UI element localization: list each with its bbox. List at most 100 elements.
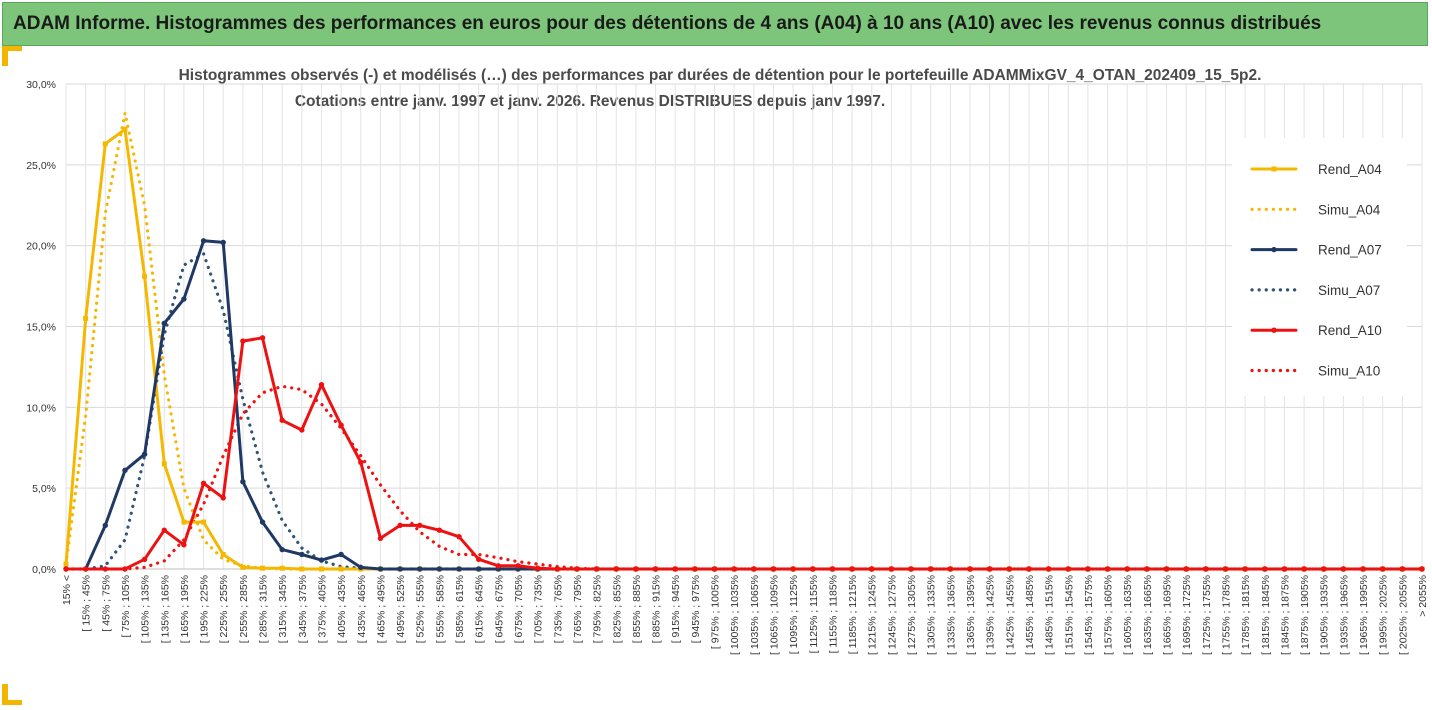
- point-rend_a07: [358, 564, 364, 571]
- x-tick-label: [ 1605% ; 1635%: [1122, 575, 1134, 655]
- point-rend_a10: [1321, 566, 1327, 572]
- x-tick-label: [ 615% ; 645%: [474, 575, 486, 643]
- point-rend_a10: [377, 535, 384, 541]
- x-tick-label: [ 345% ; 375%: [297, 575, 309, 643]
- legend-marker: [1271, 327, 1277, 333]
- x-tick-label: [ 795% ; 825%: [592, 575, 604, 643]
- point-rend_a07: [377, 566, 384, 572]
- point-rend_a07: [141, 451, 148, 457]
- x-tick-label: [ 555% ; 585%: [434, 575, 446, 643]
- x-tick-label: [ 1125% ; 1155%: [808, 575, 820, 653]
- x-tick-label: [ 1785% ; 1815%: [1240, 575, 1252, 655]
- point-rend_a10: [810, 566, 816, 572]
- x-tick-label: [ 975% ; 1005%: [710, 575, 722, 649]
- point-rend_a10: [1026, 566, 1032, 572]
- x-tick-label: [ 1455% ; 1485%: [1024, 575, 1036, 655]
- point-rend_a04: [83, 315, 89, 321]
- point-rend_a10: [534, 565, 541, 571]
- x-tick-label: [ 945% ; 975%: [690, 575, 702, 643]
- report-title: ADAM Informe. Histogrammes des performan…: [13, 13, 1322, 34]
- x-tick-label: [ 135% ; 165%: [159, 575, 171, 643]
- point-rend_a10: [849, 566, 855, 572]
- point-rend_a10: [947, 566, 954, 572]
- report-banner: ADAM Informe. Histogrammes des performan…: [2, 2, 1428, 46]
- corner-accent-top: [2, 46, 8, 66]
- x-tick-label: [ 405% ; 435%: [336, 575, 348, 643]
- x-tick-label: [ 1635% ; 1665%: [1142, 575, 1154, 655]
- x-tick-label: [ 1365% ; 1395%: [965, 575, 977, 655]
- corner-accent-bottom-h: [2, 700, 22, 705]
- point-rend_a07: [397, 566, 403, 572]
- corner-accent-bottom: [2, 684, 8, 704]
- point-rend_a10: [1085, 566, 1091, 572]
- x-tick-label: [ 645% ; 675%: [493, 575, 505, 643]
- point-rend_a10: [613, 566, 619, 572]
- x-tick-label: [ 1545% ; 1575%: [1083, 575, 1095, 655]
- point-rend_a10: [161, 527, 167, 533]
- legend-label-simu_a04: Simu_A04: [1318, 202, 1381, 217]
- point-rend_a10: [1242, 566, 1248, 572]
- point-rend_a10: [1281, 566, 1288, 572]
- point-rend_a04: [220, 551, 226, 557]
- x-tick-label: [ 1305% ; 1335%: [926, 575, 938, 655]
- x-tick-label: [ 225% ; 255%: [218, 575, 230, 643]
- x-tick-label: [ 885% ; 915%: [651, 575, 663, 643]
- y-tick-label: 0,0%: [32, 564, 56, 576]
- x-tick-label: [ 495% ; 525%: [395, 575, 407, 643]
- point-rend_a10: [181, 542, 187, 548]
- point-rend_a10: [1104, 566, 1111, 572]
- point-rend_a10: [122, 566, 128, 572]
- x-tick-label: [ 165% ; 195%: [179, 575, 191, 643]
- x-tick-label: [ 855% ; 885%: [631, 575, 643, 643]
- point-rend_a04: [122, 126, 128, 132]
- x-tick-label: [ 1935% ; 1965%: [1338, 575, 1350, 655]
- point-rend_a07: [338, 551, 344, 558]
- point-rend_a04: [63, 561, 69, 567]
- point-rend_a10: [1203, 566, 1209, 572]
- point-rend_a10: [888, 566, 895, 572]
- point-rend_a10: [299, 427, 305, 433]
- point-rend_a10: [417, 522, 423, 529]
- x-tick-label: [ 1875% ; 1905%: [1299, 575, 1311, 655]
- point-rend_a07: [299, 551, 305, 558]
- x-tick-label: [ 1995% ; 2025%: [1378, 575, 1390, 655]
- x-tick-label: [ 1905% ; 1935%: [1319, 575, 1331, 655]
- x-tick-label: [ 915% ; 945%: [670, 575, 682, 643]
- point-rend_a07: [161, 320, 167, 326]
- point-rend_a10: [1183, 566, 1189, 572]
- legend-label-simu_a10: Simu_A10: [1318, 364, 1380, 379]
- x-tick-label: > 2055%: [1417, 575, 1429, 617]
- x-tick-label: [ 15% ; 45%: [81, 575, 93, 632]
- point-rend_a10: [829, 566, 836, 572]
- point-rend_a10: [397, 522, 403, 529]
- point-rend_a10: [1379, 566, 1386, 572]
- point-rend_a10: [1340, 566, 1347, 572]
- x-tick-label: [ 1065% ; 1095%: [768, 575, 780, 655]
- x-tick-label: [ 75% ; 105%: [120, 575, 132, 637]
- x-tick-label: 15% <: [61, 575, 73, 605]
- point-rend_a04: [338, 566, 344, 572]
- legend[interactable]: Rend_A04 Simu_A04 Rend_A07 Simu_A07 Rend_A10…: [1232, 138, 1407, 396]
- legend-label-simu_a07: Simu_A07: [1318, 283, 1380, 298]
- point-rend_a07: [279, 546, 285, 553]
- y-tick-label: 20,0%: [26, 241, 56, 253]
- point-rend_a10: [456, 533, 462, 540]
- point-rend_a04: [181, 519, 187, 525]
- x-tick-label: [ 1725% ; 1755%: [1201, 575, 1213, 655]
- x-tick-label: [ 1755% ; 1785%: [1220, 575, 1232, 655]
- point-rend_a10: [338, 422, 344, 428]
- x-tick-label: [ 1965% ; 1995%: [1358, 575, 1370, 655]
- x-tick-label: [ 1155% ; 1185%: [827, 575, 839, 653]
- point-rend_a04: [201, 519, 207, 525]
- point-rend_a07: [122, 467, 128, 474]
- point-rend_a07: [318, 557, 325, 563]
- point-rend_a10: [318, 382, 325, 388]
- series-line-simu_a04: [64, 111, 1424, 571]
- point-rend_a10: [436, 527, 443, 533]
- x-tick-label: [ 1665% ; 1695%: [1162, 575, 1174, 655]
- point-rend_a10: [672, 566, 678, 572]
- point-rend_a07: [181, 296, 187, 302]
- x-tick-label: [ 1575% ; 1605%: [1103, 575, 1115, 655]
- x-tick-label: [ 45% ; 75%: [100, 575, 112, 632]
- point-rend_a10: [475, 556, 482, 562]
